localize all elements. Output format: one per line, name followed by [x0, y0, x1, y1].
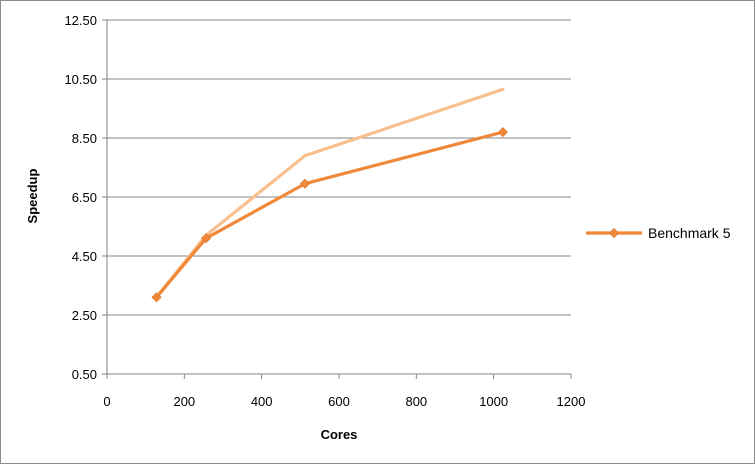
x-tick-label: 0	[103, 394, 110, 409]
x-tick-label: 600	[328, 394, 350, 409]
legend-marker	[608, 227, 620, 239]
legend-label: Benchmark 5	[648, 225, 731, 241]
y-tick-label: 8.50	[72, 131, 97, 146]
y-tick-labels: 0.50 2.50 4.50 6.50 8.50 10.50 12.50	[64, 13, 97, 382]
x-axis-title: Cores	[321, 427, 358, 442]
series-markers	[151, 127, 509, 303]
series-line-2	[154, 130, 505, 299]
y-tick-label: 2.50	[72, 308, 97, 323]
y-tick-label: 12.50	[64, 13, 97, 28]
x-tick-label: 400	[251, 394, 273, 409]
data-point-marker	[151, 292, 162, 303]
y-axis-title: Speedup	[25, 168, 40, 223]
x-tick-label: 800	[405, 394, 427, 409]
gridlines	[107, 19, 571, 375]
series-lines	[154, 87, 505, 299]
x-tick-label: 1000	[479, 394, 508, 409]
data-point-marker	[497, 127, 509, 138]
y-tick-label: 6.50	[72, 190, 97, 205]
y-tick-label: 4.50	[72, 249, 97, 264]
x-tick-label: 1200	[557, 394, 586, 409]
axes	[102, 19, 572, 379]
series-line-1	[154, 87, 505, 299]
legend: Benchmark 5	[586, 225, 731, 241]
y-tick-label: 10.50	[64, 72, 97, 87]
data-point-marker	[200, 233, 212, 244]
data-point-marker	[299, 178, 311, 189]
x-tick-label: 200	[173, 394, 195, 409]
y-tick-label: 0.50	[72, 367, 97, 382]
x-tick-labels: 0 200 400 600 800 1000 1200	[103, 394, 585, 409]
